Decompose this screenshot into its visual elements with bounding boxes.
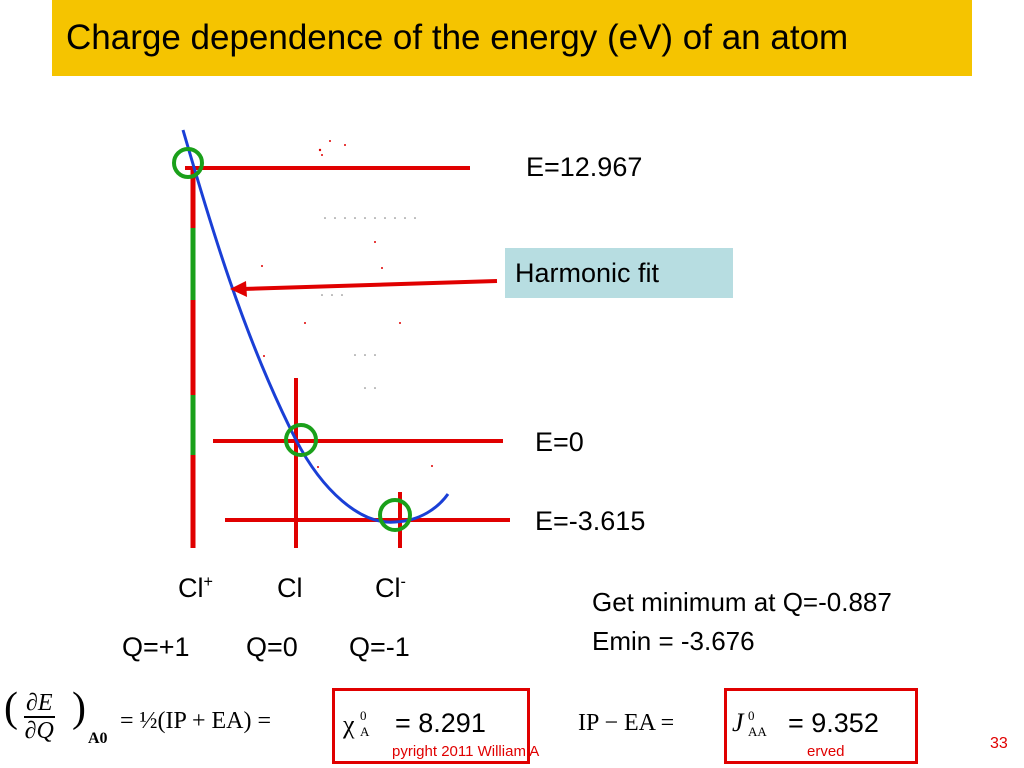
derivative-numerator: ∂E — [24, 690, 55, 718]
ip-minus-ea-expression: IP − EA = — [578, 710, 675, 736]
derivative-subscript: A0 — [88, 730, 108, 747]
charge-label-neutral: Q=0 — [246, 632, 298, 662]
title-banner — [52, 0, 972, 76]
point-circle-cation — [172, 147, 204, 179]
j-value: = 9.352 — [788, 708, 879, 738]
charge-label-anion: Q=-1 — [349, 632, 410, 662]
harmonic-fit-label: Harmonic fit — [515, 258, 660, 288]
speckle-dots — [321, 217, 416, 389]
formula-close-paren: ) — [72, 685, 86, 731]
minimum-note-line2: Emin = -3.676 — [592, 626, 755, 656]
chi-symbol: χ — [343, 710, 355, 739]
energy-label-zero: E=0 — [535, 427, 584, 457]
chi-subscript: A — [360, 724, 370, 739]
species-label-anion: Cl- — [375, 573, 406, 603]
chi-superscript: 0 — [360, 708, 367, 723]
callout-arrow-line — [241, 279, 498, 291]
chi-value-box — [332, 688, 530, 764]
energy-label-top: E=12.967 — [526, 152, 643, 182]
derivative-denominator: ∂Q — [24, 718, 54, 744]
half-ip-ea-expression: = ½(IP + EA) = — [120, 708, 272, 734]
species-label-neutral: Cl — [277, 573, 303, 603]
point-circle-neutral — [284, 423, 318, 457]
j-superscript: 0 — [748, 708, 755, 723]
slide-title: Charge dependence of the energy (eV) of … — [66, 18, 849, 57]
derivative-fraction: ∂E ∂Q — [24, 690, 55, 744]
page-number: 33 — [990, 735, 1008, 752]
charge-label-cation: Q=+1 — [122, 632, 190, 662]
j-subscript: AA — [748, 724, 767, 739]
minimum-note-line1: Get minimum at Q=-0.887 — [592, 587, 892, 617]
j-symbol: J — [732, 708, 744, 737]
point-circle-anion — [378, 498, 412, 532]
copyright-fragment-1: pyright 2011 William A — [392, 743, 540, 760]
callout-arrowhead — [230, 281, 247, 297]
copyright-fragment-2: erved — [807, 743, 845, 760]
energy-label-bottom: E=-3.615 — [535, 506, 646, 536]
formula-open-paren: ( — [4, 685, 18, 731]
speckle-marks — [261, 140, 433, 468]
harmonic-fit-callout — [505, 248, 733, 298]
j-value-box — [724, 688, 918, 764]
chi-value: = 8.291 — [395, 708, 486, 738]
species-label-cation: Cl+ — [178, 573, 213, 603]
harmonic-fit-curve — [181, 129, 450, 524]
